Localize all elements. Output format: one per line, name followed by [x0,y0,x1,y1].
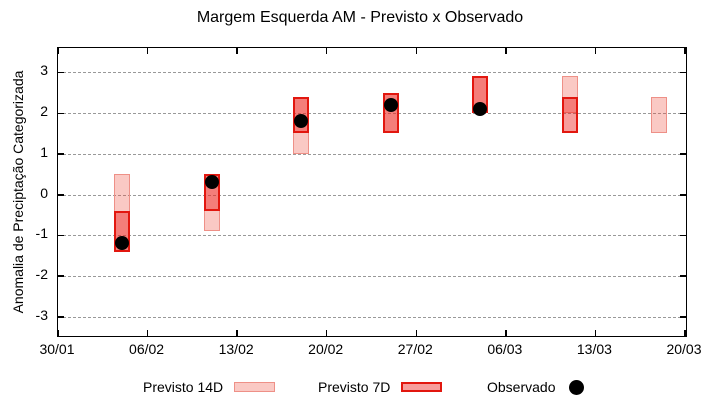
x-tick-mark [57,48,59,54]
y-tick-label: 3 [40,62,48,79]
observed-dot [204,175,219,190]
y-tick-mark [680,275,686,277]
y-tick-mark [680,234,686,237]
x-tick-mark [325,330,328,336]
y-tick-mark [58,153,64,155]
observed-dot [114,236,129,251]
legend-item-observado: Observado [487,379,585,395]
forecast-14d-bar [651,96,668,134]
x-tick-label: 06/02 [129,341,165,357]
y-tick-mark [58,194,64,196]
legend-label-previsto-7d: Previsto 7D [318,379,391,395]
x-tick-label: 20/03 [666,341,702,357]
gridline [58,153,686,155]
y-tick-mark [680,316,686,318]
y-tick-label: -3 [35,306,48,323]
y-tick-mark [680,71,686,74]
y-tick-label: -1 [35,225,48,242]
x-tick-mark [236,48,238,54]
x-tick-mark [57,330,59,336]
x-tick-label: 30/01 [39,341,75,357]
y-tick-label: 1 [40,143,48,160]
forecast-7d-bar [561,96,578,134]
y-tick-label: 0 [40,184,48,201]
y-tick-mark [58,71,64,74]
gridline [58,194,686,196]
x-tick-mark [236,330,238,336]
y-tick-label: 2 [40,103,48,120]
legend-label-previsto-14d: Previsto 14D [143,379,224,395]
x-tick-label: 13/03 [576,341,612,357]
legend-item-previsto-14d: Previsto 14D [143,379,276,395]
y-tick-mark [680,112,686,115]
legend-label-observado: Observado [487,379,556,395]
x-tick-mark [505,330,507,336]
x-tick-label: 27/02 [397,341,433,357]
x-tick-mark [684,48,686,54]
gridline [58,316,686,318]
x-tick-mark [146,330,149,336]
x-tick-label: 06/03 [487,341,523,357]
legend-item-previsto-7d: Previsto 7D [318,379,443,395]
x-tick-mark [505,48,507,54]
gridline [58,72,686,74]
x-tick-mark [415,48,418,54]
x-tick-mark [325,48,328,54]
x-tick-mark [146,48,149,54]
gridline [58,235,686,237]
legend-observed-dot-icon [569,379,585,395]
plot-area [57,47,687,337]
y-tick-mark [58,112,64,115]
y-tick-mark [58,234,64,237]
x-tick-mark [415,330,418,336]
y-tick-mark [58,275,64,277]
x-tick-mark [594,48,597,54]
gridline [58,275,686,277]
y-tick-mark [58,316,64,318]
observed-dot [383,97,398,112]
chart-title: Margem Esquerda AM - Previsto x Observad… [196,9,524,26]
x-tick-label: 13/02 [218,341,254,357]
y-tick-mark [680,153,686,155]
observed-dot [294,114,309,129]
legend-swatch-7d [401,382,443,392]
x-tick-mark [594,330,597,336]
x-tick-label: 20/02 [308,341,344,357]
y-tick-label: -2 [35,265,48,282]
gridline [58,113,686,115]
x-tick-mark [684,330,686,336]
y-tick-mark [680,194,686,196]
observed-dot [473,102,488,117]
legend-swatch-14d [234,382,276,392]
forecast-14d-bar [561,76,578,114]
